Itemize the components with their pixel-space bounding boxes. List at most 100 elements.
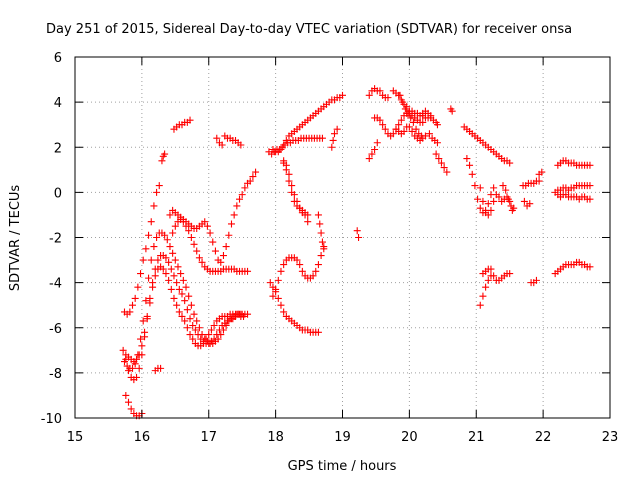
data-point	[181, 297, 189, 305]
data-point	[134, 351, 142, 359]
data-point	[190, 310, 198, 318]
data-point	[139, 256, 147, 264]
data-point	[143, 312, 151, 320]
data-points	[119, 85, 594, 420]
data-point	[482, 283, 490, 291]
data-point	[141, 328, 149, 336]
y-tick-label: 6	[54, 51, 62, 66]
data-point	[269, 292, 277, 300]
data-point	[162, 270, 170, 278]
data-point	[339, 91, 346, 99]
data-point	[230, 211, 238, 219]
data-point	[227, 220, 235, 228]
data-point	[190, 240, 198, 248]
data-point	[314, 328, 322, 336]
data-point	[437, 159, 445, 167]
data-point	[146, 294, 154, 302]
data-point	[210, 321, 218, 329]
data-point	[142, 297, 150, 305]
data-point	[293, 197, 301, 205]
data-point	[304, 218, 312, 226]
data-point	[502, 186, 510, 194]
series-y	[396, 91, 425, 140]
data-point	[298, 267, 306, 275]
series-h	[151, 364, 165, 375]
x-tick-label: 18	[267, 430, 284, 445]
data-point	[400, 127, 408, 135]
data-point	[142, 245, 150, 253]
data-point	[399, 98, 407, 106]
data-point	[476, 204, 484, 212]
data-point	[246, 177, 254, 185]
data-point	[433, 121, 441, 129]
data-point	[368, 150, 376, 158]
data-point	[165, 276, 173, 284]
data-point	[138, 342, 146, 350]
x-tick-label: 20	[401, 430, 418, 445]
data-point	[381, 125, 389, 133]
data-point	[157, 364, 165, 372]
series-m	[269, 243, 328, 300]
data-point	[170, 294, 178, 302]
data-point	[170, 272, 178, 280]
data-point	[219, 252, 227, 260]
data-point	[329, 136, 337, 144]
data-point	[189, 335, 197, 343]
data-point	[183, 324, 191, 332]
data-point	[206, 229, 214, 237]
data-point	[137, 335, 145, 343]
data-point	[119, 346, 127, 354]
data-point	[376, 87, 384, 95]
y-tick-label: -4	[49, 277, 62, 292]
data-point	[435, 155, 443, 163]
data-point	[280, 308, 288, 316]
data-point	[474, 195, 482, 203]
data-point	[145, 231, 153, 239]
data-point	[317, 252, 325, 260]
data-point	[274, 276, 282, 284]
series-x	[392, 123, 429, 144]
data-point	[408, 127, 416, 135]
axis-ticks: 15 16 17 18 19 20 21 22 23 -10 -8 -6 -4 -2 0 2 4 6	[41, 51, 619, 445]
data-point	[490, 184, 498, 192]
data-point	[296, 261, 304, 269]
data-point	[187, 234, 195, 241]
x-tick-label: 16	[134, 430, 151, 445]
x-tick-label: 15	[67, 430, 84, 445]
series-s2	[551, 188, 594, 203]
data-point	[137, 270, 145, 278]
data-point	[365, 91, 373, 99]
data-point	[484, 211, 492, 219]
data-point	[285, 177, 293, 185]
data-point	[185, 292, 193, 300]
data-point	[159, 265, 167, 273]
data-point	[471, 182, 479, 190]
data-point	[290, 191, 298, 199]
data-point	[249, 173, 257, 181]
data-point	[153, 234, 161, 241]
series-t2	[551, 258, 594, 278]
series-v	[371, 109, 427, 140]
data-point	[193, 247, 201, 255]
data-point	[288, 182, 296, 190]
series-o	[280, 157, 312, 226]
data-point	[175, 308, 183, 316]
x-axis-label: GPS time / hours	[288, 459, 397, 474]
data-point	[217, 331, 225, 339]
series-p2	[535, 168, 546, 178]
series-j	[120, 182, 163, 318]
data-point	[125, 398, 132, 406]
data-point	[389, 130, 397, 138]
data-point	[244, 310, 252, 318]
data-point	[139, 317, 147, 325]
data-point	[233, 202, 241, 210]
data-point	[314, 211, 322, 219]
data-point	[175, 285, 183, 293]
data-point	[163, 236, 171, 244]
data-point	[318, 238, 326, 246]
data-point	[468, 170, 476, 178]
data-point	[365, 155, 373, 163]
data-point	[412, 125, 420, 133]
data-point	[189, 321, 197, 329]
data-point	[186, 331, 194, 339]
